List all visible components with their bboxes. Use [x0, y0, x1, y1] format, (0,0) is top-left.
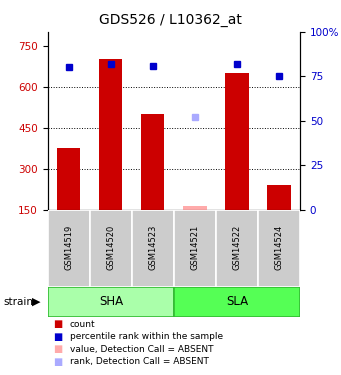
- Bar: [141, 114, 164, 210]
- Bar: [258, 210, 300, 287]
- Bar: [216, 210, 258, 287]
- Bar: [132, 210, 174, 287]
- Text: GSM14520: GSM14520: [106, 224, 115, 270]
- Bar: [225, 73, 249, 210]
- Bar: [57, 148, 80, 210]
- Text: percentile rank within the sample: percentile rank within the sample: [70, 332, 223, 341]
- Text: strain: strain: [3, 297, 33, 307]
- Text: ■: ■: [53, 332, 62, 342]
- Text: GSM14523: GSM14523: [148, 224, 158, 270]
- Text: GSM14524: GSM14524: [275, 224, 284, 270]
- Text: GSM14522: GSM14522: [233, 224, 241, 270]
- Text: GDS526 / L10362_at: GDS526 / L10362_at: [99, 13, 242, 27]
- Text: GSM14521: GSM14521: [190, 224, 199, 270]
- Bar: [183, 206, 207, 210]
- Text: ■: ■: [53, 320, 62, 329]
- Text: ▶: ▶: [32, 297, 41, 307]
- Text: ■: ■: [53, 344, 62, 354]
- Bar: [48, 287, 174, 317]
- Text: rank, Detection Call = ABSENT: rank, Detection Call = ABSENT: [70, 357, 209, 366]
- Text: value, Detection Call = ABSENT: value, Detection Call = ABSENT: [70, 345, 213, 354]
- Text: ■: ■: [53, 357, 62, 366]
- Bar: [267, 185, 291, 210]
- Bar: [90, 210, 132, 287]
- Text: count: count: [70, 320, 95, 329]
- Bar: [174, 210, 216, 287]
- Text: SHA: SHA: [99, 296, 123, 308]
- Text: GSM14519: GSM14519: [64, 224, 73, 270]
- Text: SLA: SLA: [226, 296, 248, 308]
- Bar: [174, 287, 300, 317]
- Bar: [99, 59, 122, 210]
- Bar: [48, 210, 90, 287]
